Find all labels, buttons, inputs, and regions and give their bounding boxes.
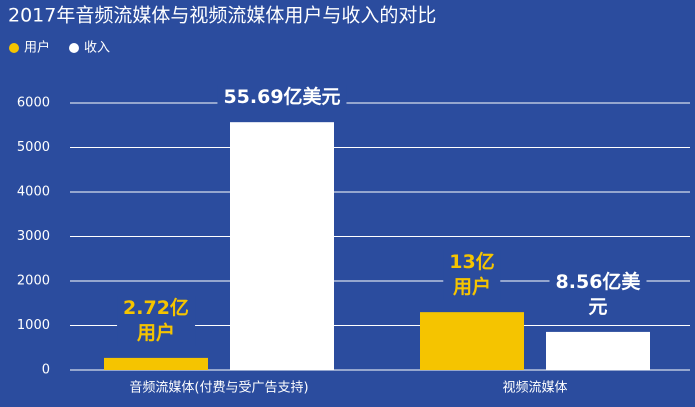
bar (230, 122, 334, 370)
x-tick-label: 音频流媒体(付费与受广告支持) (129, 380, 308, 396)
bar (546, 331, 650, 370)
y-tick-label: 2000 (17, 274, 50, 289)
value-label: 2.72亿 用户 (117, 295, 195, 346)
y-tick-label: 1000 (17, 318, 50, 333)
x-tick-label: 视频流媒体 (502, 381, 567, 396)
bar (104, 357, 208, 370)
y-tick-label: 6000 (17, 96, 50, 111)
bar (420, 312, 524, 370)
legend-label: 收入 (84, 41, 110, 56)
legend-marker (9, 43, 19, 53)
value-label: 13亿 用户 (443, 250, 501, 301)
y-tick-label: 4000 (17, 185, 50, 200)
chart-title: 2017年音频流媒体与视频流媒体用户与收入的对比 (8, 5, 436, 27)
y-tick-label: 5000 (17, 140, 50, 155)
y-tick-label: 3000 (17, 229, 50, 244)
legend-marker (69, 43, 79, 53)
legend-label: 用户 (24, 40, 50, 56)
value-label: 8.56亿美元 (549, 269, 647, 320)
value-label: 55.69亿美元 (217, 85, 347, 111)
y-tick-label: 0 (42, 363, 50, 378)
